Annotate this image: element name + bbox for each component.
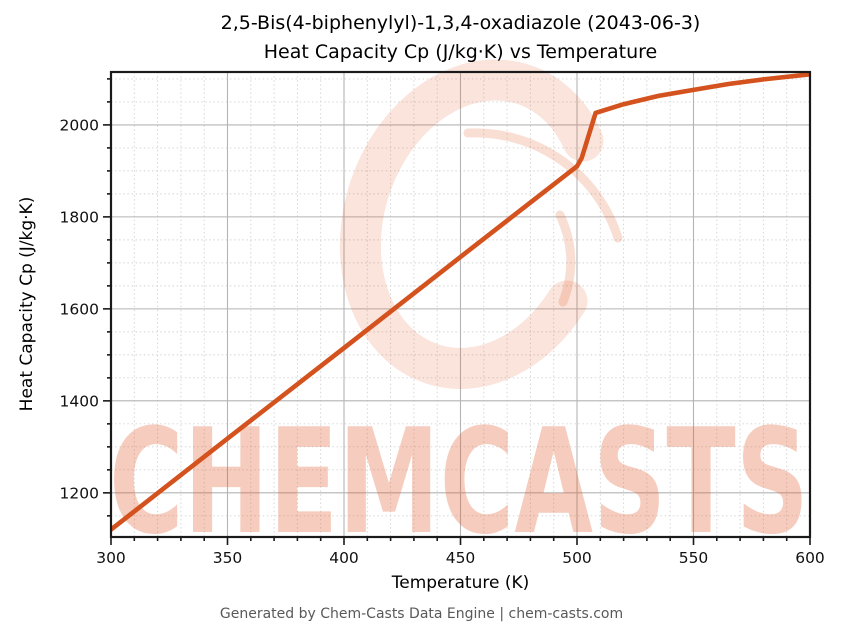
data-line xyxy=(111,72,810,532)
chart-title-block: 2,5-Bis(4-biphenylyl)-1,3,4-oxadiazole (… xyxy=(111,9,810,66)
y-tick-label: 1600 xyxy=(60,300,99,318)
x-axis-label: Temperature (K) xyxy=(391,573,530,593)
y-axis-label: Heat Capacity Cp (J/kg·K) xyxy=(17,196,37,412)
chart-subtitle: Heat Capacity Cp (J/kg·K) vs Temperature xyxy=(263,40,658,63)
footer-credit: Generated by Chem-Casts Data Engine | ch… xyxy=(219,606,624,622)
watermark-text: CHEMCASTS xyxy=(109,398,809,567)
y-tick-label: 1400 xyxy=(60,392,99,410)
y-tick-label: 2000 xyxy=(60,116,99,134)
x-tick-label: 450 xyxy=(446,549,476,567)
x-tick-label: 350 xyxy=(213,549,243,567)
y-tick-label: 1200 xyxy=(60,484,99,502)
x-tick-label: 500 xyxy=(562,549,592,567)
axis-ticks xyxy=(103,78,811,545)
chart-title: 2,5-Bis(4-biphenylyl)-1,3,4-oxadiazole (… xyxy=(220,12,701,34)
x-tick-label: 300 xyxy=(96,549,126,567)
x-tick-label: 400 xyxy=(329,549,359,567)
x-tick-label: 550 xyxy=(679,549,709,567)
x-tick-label: 600 xyxy=(795,549,825,567)
c-swoosh-icon xyxy=(339,59,623,389)
y-tick-label: 1800 xyxy=(60,208,99,226)
tick-labels: 300 350 400 450 500 550 600 1200 1400 1600 1800 200… xyxy=(60,116,825,567)
